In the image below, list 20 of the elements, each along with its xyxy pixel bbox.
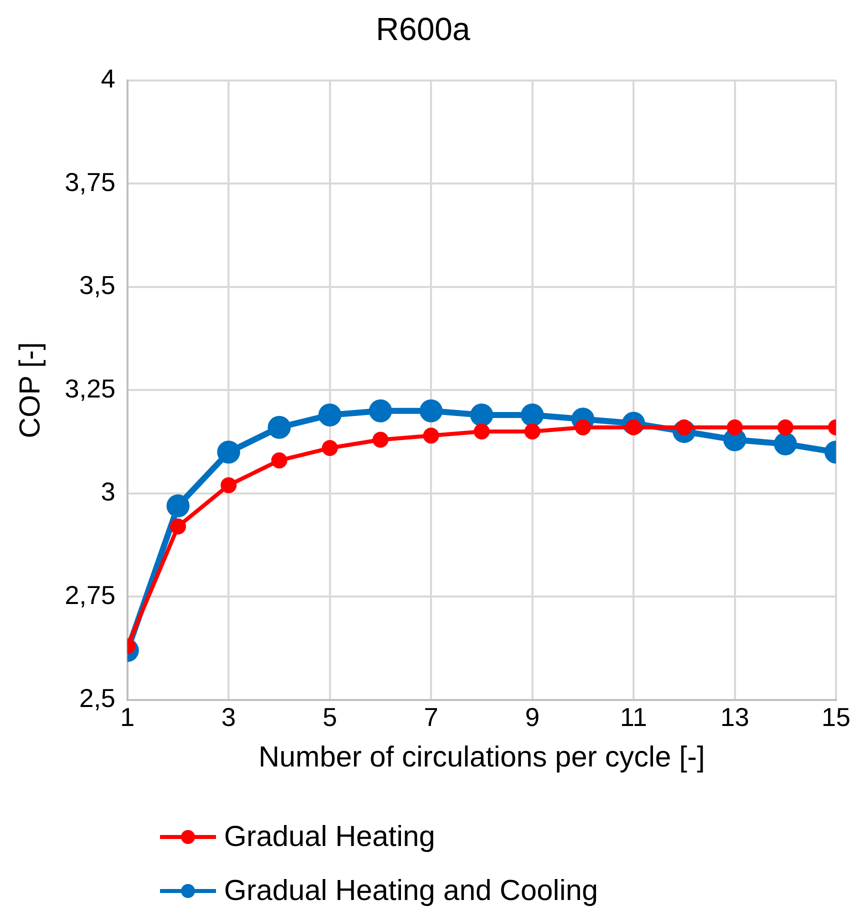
x-axis-title: Number of circulations per cycle [-]: [258, 742, 705, 774]
chart-title: R600a: [376, 11, 470, 48]
y-tick-label: 3,75: [64, 166, 116, 197]
y-tick-label: 4: [100, 64, 116, 94]
x-tick-label: 1: [120, 702, 135, 732]
legend-label: Gradual Heating: [224, 820, 436, 854]
y-tick-label: 3,25: [64, 373, 116, 404]
y-axis-title: COP [-]: [14, 342, 46, 438]
x-tick-label: 11: [620, 702, 648, 732]
y-tick-label: 2,5: [79, 683, 116, 714]
x-tick-label: 7: [424, 702, 438, 732]
legend-label: Gradual Heating and Cooling: [224, 874, 598, 908]
x-tick-label: 3: [221, 702, 236, 732]
x-tick-label: 9: [525, 702, 540, 732]
y-tick-label: 3,5: [79, 270, 116, 300]
x-tick-label: 15: [822, 702, 850, 732]
x-tick-label: 5: [322, 702, 338, 732]
y-tick-label: 2,75: [64, 580, 116, 610]
y-tick-label: 3: [100, 476, 116, 507]
x-tick-label: 13: [720, 702, 750, 732]
